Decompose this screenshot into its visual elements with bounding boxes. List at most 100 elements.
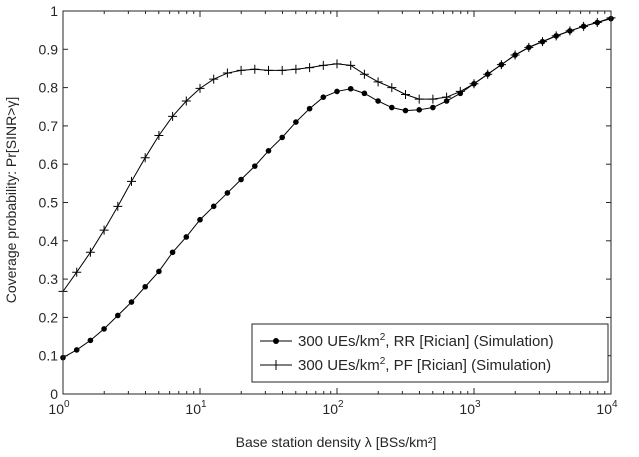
legend-superscript: 2 (380, 356, 386, 367)
pf-data-point (359, 69, 369, 79)
legend-superscript: 2 (380, 332, 386, 343)
pf-data-point (263, 65, 273, 75)
pf-data-point (236, 65, 246, 75)
rr-data-point (279, 134, 285, 141)
x-tick-label: 101 (185, 399, 207, 417)
y-tick-label: 0.7 (39, 118, 59, 134)
rr-data-point (361, 90, 368, 97)
x-tick-label-exponent: 1 (201, 399, 207, 410)
x-tick-label: 100 (48, 399, 70, 417)
legend-text-part: 300 UEs/km (298, 333, 380, 350)
pf-data-point (195, 83, 205, 93)
rr-data-point (252, 163, 258, 169)
pf-data-point (99, 225, 109, 235)
plot-layer (58, 13, 616, 361)
x-tick-label-exponent: 0 (64, 399, 70, 410)
rr-data-point (306, 105, 313, 112)
pf-data-point (442, 92, 452, 102)
x-tick-label-base: 10 (48, 401, 64, 417)
rr-data-point (128, 299, 135, 305)
y-tick-label: 0.4 (39, 233, 59, 249)
y-axis-label: Coverage probability: Pr[SINR>γ] (3, 97, 19, 304)
rr-data-point (142, 283, 148, 290)
pf-data-point (332, 59, 342, 69)
x-tick-label-base: 10 (185, 401, 201, 417)
rr-data-point (73, 347, 80, 353)
legend-text-part: 300 UEs/km (298, 357, 380, 374)
pf-data-point (579, 21, 589, 31)
rr-data-point (210, 203, 217, 210)
y-tick-label: 1 (50, 3, 58, 19)
x-tick-label: 102 (322, 399, 344, 417)
rr-data-point (347, 85, 354, 92)
pf-data-point (428, 94, 438, 104)
pf-data-point (373, 77, 383, 87)
legend: 300 UEs/km2, RR [Rician] (Simulation)300… (251, 323, 609, 383)
rr-data-point (430, 104, 436, 111)
x-tick-label: 103 (459, 399, 481, 417)
legend-plus-marker (271, 360, 281, 370)
legend-text-part: , RR [Rician] (Simulation) (385, 333, 553, 350)
y-tick-label: 0.3 (39, 271, 59, 287)
pf-data-point (113, 201, 123, 211)
pf-data-point (277, 65, 287, 75)
rr-data-point (265, 147, 272, 154)
y-tick-label: 0.1 (39, 348, 59, 364)
rr-data-point (402, 107, 409, 114)
pf-data-point (455, 86, 465, 96)
legend-dot-marker (273, 338, 279, 344)
legend-entry-label: 300 UEs/km2, PF [Rician] (Simulation) (298, 356, 551, 374)
y-tick-label: 0.9 (39, 41, 59, 57)
rr-data-point (293, 119, 299, 125)
x-axis-label: Base station density λ [BSs/km²] (236, 434, 437, 450)
rr-data-point (115, 312, 121, 319)
rr-data-point (101, 326, 107, 332)
x-tick-label-exponent: 4 (612, 399, 618, 410)
pf-data-point (387, 83, 397, 93)
y-tick-label: 0.6 (39, 156, 59, 172)
pf-data-point (168, 111, 178, 121)
x-tick-label: 104 (596, 399, 618, 417)
pf-data-point (400, 89, 410, 99)
legend-text-part: , PF [Rician] (Simulation) (385, 357, 551, 374)
pf-data-point (592, 17, 602, 27)
pf-data-point (565, 26, 575, 36)
x-tick-label-base: 10 (322, 401, 338, 417)
pf-data-point (181, 96, 191, 106)
y-tick-label: 0 (50, 386, 58, 402)
y-tick-label: 0.5 (39, 195, 59, 211)
rr-data-point (375, 98, 381, 104)
pf-data-point (222, 68, 232, 78)
rr-data-point (320, 94, 327, 100)
legend-entry-label: 300 UEs/km2, RR [Rician] (Simulation) (298, 332, 554, 350)
pf-data-point (140, 153, 150, 163)
pf-data-point (346, 60, 356, 70)
x-tick-label-exponent: 2 (338, 399, 344, 410)
pf-data-point (537, 37, 547, 47)
pf-data-point (551, 31, 561, 41)
pf-data-point (524, 42, 534, 52)
rr-data-point (238, 176, 244, 183)
x-tick-label-base: 10 (459, 401, 475, 417)
pf-data-point (209, 74, 219, 84)
x-tick-label-base: 10 (596, 401, 612, 417)
rr-data-point (224, 190, 231, 196)
pf-data-point (318, 60, 328, 70)
pf-data-point (305, 63, 315, 73)
pf-data-point (250, 64, 260, 74)
pf-data-point (291, 64, 301, 74)
pf-data-point (85, 247, 95, 257)
rr-data-point (169, 249, 176, 256)
rr-data-point (156, 268, 162, 275)
pf-data-point (154, 130, 164, 140)
pf-data-point (469, 79, 479, 89)
rr-data-point (389, 104, 395, 111)
rr-data-point (87, 337, 94, 344)
pf-data-point (72, 267, 82, 277)
legend-box (251, 323, 609, 383)
pf-data-point (483, 69, 493, 79)
series-line-rr (62, 18, 612, 359)
